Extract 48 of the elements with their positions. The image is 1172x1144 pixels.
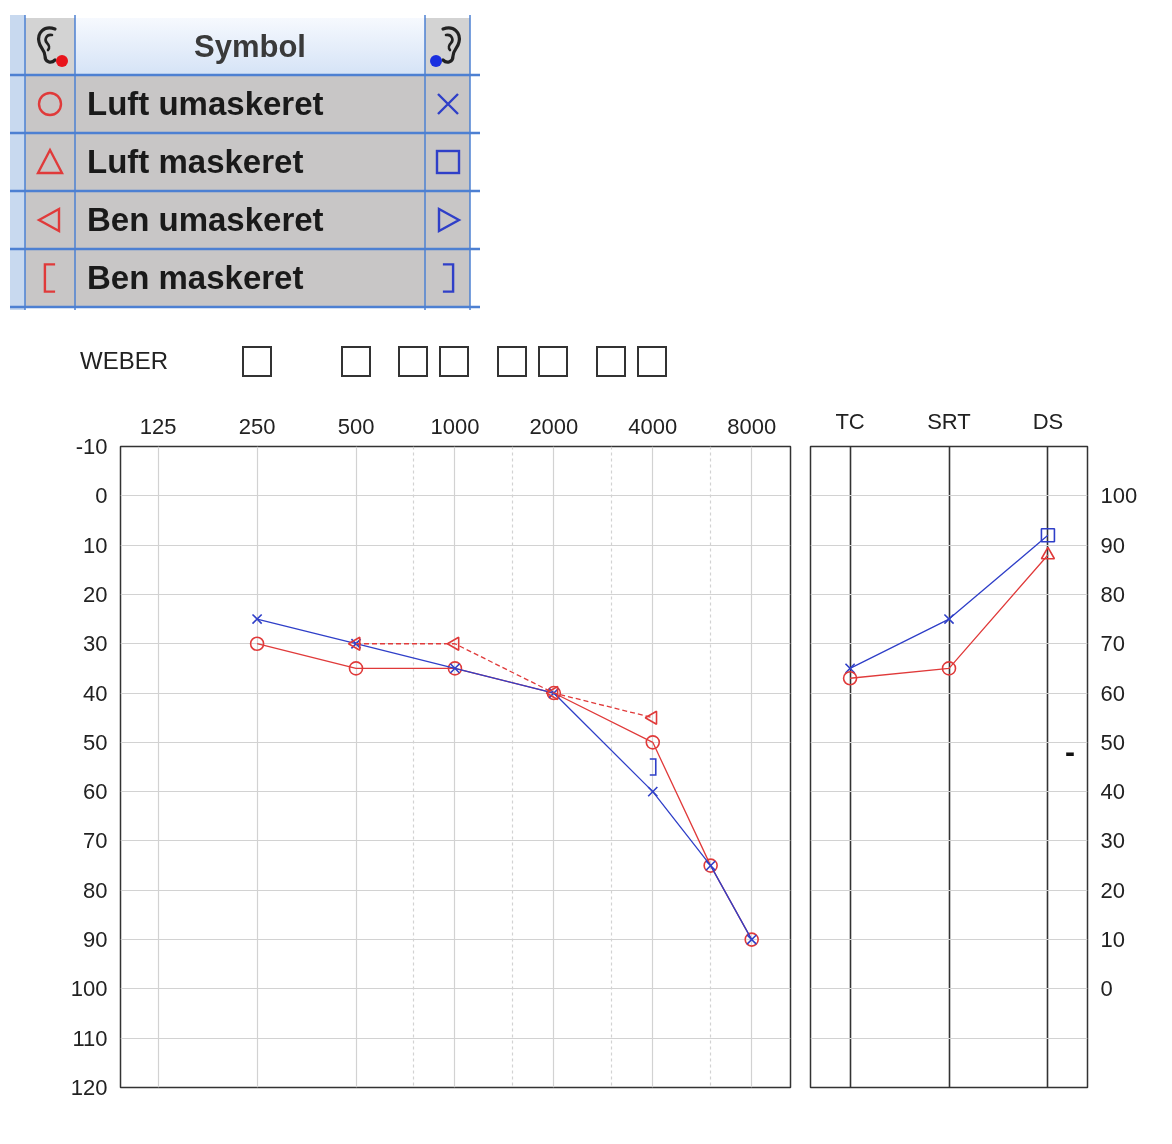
- y-tick-label: 30: [83, 631, 108, 657]
- y-tick-label: 0: [95, 483, 108, 509]
- y-tick-label: 60: [83, 779, 108, 805]
- y-tick-label: 80: [1100, 581, 1125, 607]
- y-tick-label: 100: [1100, 483, 1138, 509]
- y-tick-label: 10: [1100, 927, 1125, 953]
- point: [1040, 546, 1056, 560]
- legend-title: Symbol: [194, 28, 306, 65]
- x-tick-label: 500: [337, 413, 375, 439]
- point: [941, 661, 957, 676]
- y-tick-label: 20: [1100, 877, 1125, 903]
- x-tick-label: 8000: [727, 413, 777, 439]
- x-tick-label: 250: [238, 413, 276, 439]
- x-tick-label: SRT: [927, 408, 971, 434]
- legend-label: Luft maskeret: [87, 143, 305, 181]
- annotation: -: [1064, 735, 1075, 769]
- y-tick-label: 70: [1100, 631, 1125, 657]
- y-tick-label: 70: [83, 828, 108, 854]
- point: [842, 670, 858, 686]
- point: [844, 662, 856, 674]
- y-tick-label: 30: [1100, 828, 1125, 854]
- y-tick-label: 90: [1100, 532, 1125, 558]
- y-tick-label: 0: [1100, 976, 1113, 1002]
- y-tick-label: 50: [1100, 729, 1125, 755]
- x-tick-label: TC: [835, 408, 865, 434]
- y-tick-label: -10: [75, 434, 108, 459]
- x-tick-label: 1000: [430, 413, 480, 439]
- legend-label: Luft umaskeret: [87, 85, 325, 123]
- text: WEBER: [80, 347, 169, 374]
- x-tick-label: 4000: [628, 413, 678, 439]
- y-tick-label: 40: [1100, 779, 1125, 805]
- legend-label: Ben umaskeret: [87, 201, 325, 239]
- y-tick-label: 10: [83, 532, 108, 558]
- x-tick-label: DS: [1032, 408, 1064, 434]
- point: [943, 613, 955, 625]
- y-tick-label: 90: [83, 927, 108, 953]
- point: [1040, 527, 1056, 543]
- y-tick-label: 80: [83, 877, 108, 903]
- x-tick-label: 2000: [529, 413, 579, 439]
- legend-label: Ben maskeret: [87, 259, 305, 297]
- y-tick-label: 100: [70, 976, 108, 1002]
- y-tick-label: 20: [83, 581, 108, 607]
- x-tick-label: 125: [139, 413, 177, 439]
- y-tick-label: 110: [72, 1025, 108, 1051]
- y-tick-label: 40: [83, 680, 108, 706]
- y-tick-label: 50: [83, 729, 108, 755]
- y-tick-label: 120: [70, 1075, 108, 1100]
- y-tick-label: 60: [1100, 680, 1125, 706]
